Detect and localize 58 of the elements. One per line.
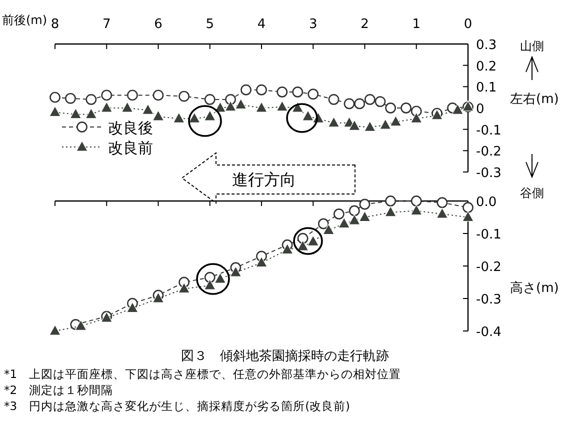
y-tick-label: 0.0: [476, 195, 497, 210]
y-tick-label: -0.3: [476, 166, 502, 181]
y-tick-label: 0.2: [476, 59, 497, 74]
point: [436, 197, 448, 208]
point: [230, 266, 242, 277]
point: [358, 210, 371, 222]
y-tick-label: -0.4: [476, 325, 502, 340]
x-tick-label: 2: [360, 17, 369, 32]
annotation: 進行方向: [232, 170, 296, 189]
x-tick-label: 7: [102, 17, 111, 32]
y-tick-label: -0.1: [476, 228, 502, 242]
point: [348, 205, 360, 216]
point: [49, 324, 61, 336]
point: [256, 256, 268, 268]
x-tick-label: 3: [308, 17, 318, 32]
point: [214, 272, 226, 284]
point: [410, 204, 422, 216]
point: [282, 243, 294, 254]
y-tick-label: -0.2: [476, 144, 502, 160]
y-axis-title: 高さ(m): [510, 280, 559, 296]
point: [385, 196, 396, 206]
y-tick-label: -0.2: [476, 260, 502, 275]
y-tick-label: 0.3: [476, 38, 497, 53]
point: [333, 208, 344, 220]
point: [436, 208, 448, 218]
point: [348, 214, 360, 225]
y-axis-title: 左右(m): [510, 92, 559, 107]
y-tick-label: 0: [476, 102, 484, 117]
point: [126, 302, 138, 313]
point: [322, 224, 334, 235]
point: [338, 217, 350, 228]
point: [152, 292, 164, 303]
point: [178, 282, 190, 294]
y-tick-label: -0.1: [476, 123, 502, 138]
x-tick-label: 0: [464, 17, 472, 32]
point: [359, 198, 370, 210]
text: *2 測定は１秒間隔: [4, 383, 114, 397]
point: [318, 218, 329, 230]
y-tick-label: -0.3: [476, 292, 502, 308]
text: *1 上図は平面座標、下図は高さ座標で、任意の外部基準からの相対位置: [4, 367, 402, 381]
point: [384, 206, 396, 217]
text: 谷側: [520, 186, 544, 200]
x-tick-label: 1: [412, 17, 421, 32]
point: [410, 196, 422, 206]
legend-label: 改良後: [108, 119, 153, 137]
point: [462, 210, 474, 222]
x-axis-title: 前後(m): [2, 13, 48, 27]
point: [462, 202, 474, 213]
text: 図３ 傾斜地茶園摘採時の走行軌跡: [181, 349, 389, 364]
text: *3 円内は急激な高さ変化が生じ、摘採精度が劣る箇所(改良前): [4, 399, 350, 413]
point: [75, 320, 87, 330]
x-tick-label: 6: [154, 17, 162, 32]
text: 山側: [520, 39, 544, 53]
legend-label: 改良前: [108, 139, 153, 157]
y-tick-label: 0.1: [476, 80, 497, 96]
x-tick-label: 4: [257, 17, 266, 32]
x-tick-label: 8: [50, 17, 60, 32]
x-tick-label: 5: [206, 17, 214, 32]
